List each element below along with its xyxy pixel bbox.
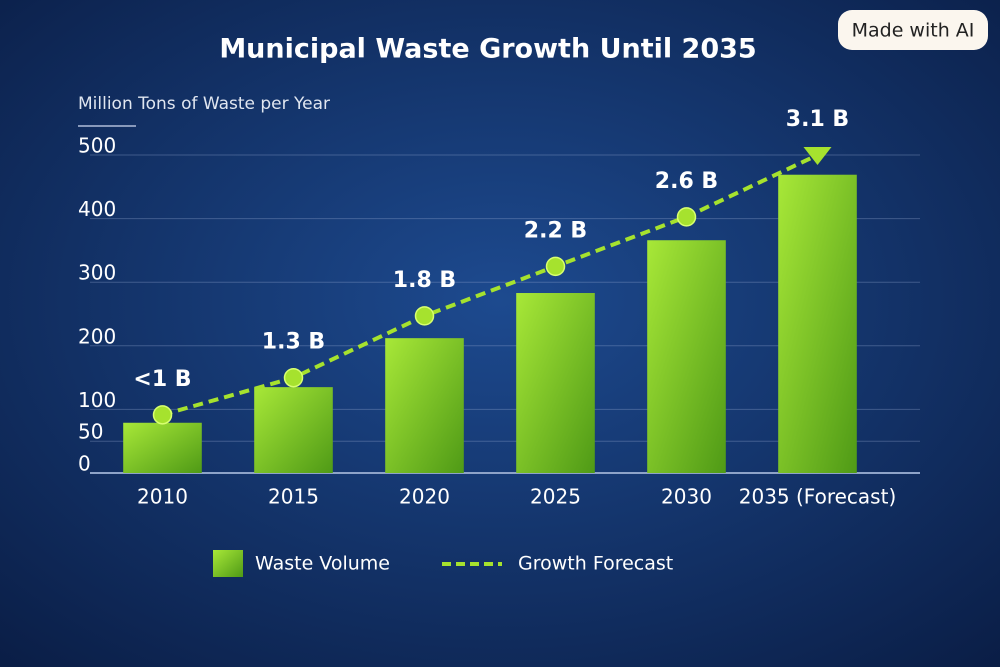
bar — [516, 293, 595, 473]
bar — [385, 338, 464, 473]
y-axis-label: Million Tons of Waste per Year — [78, 94, 330, 114]
y-tick-label: 200 — [78, 324, 116, 348]
badge-box — [838, 10, 988, 50]
bar — [778, 174, 857, 473]
point — [676, 207, 697, 227]
point — [152, 405, 173, 425]
badge: Made with AI — [852, 20, 975, 42]
y-tick-label: 100 — [78, 388, 116, 412]
y-tick-label: 500 — [78, 134, 116, 158]
data-label: 3.1 B — [786, 107, 849, 132]
point — [414, 306, 435, 326]
point — [283, 367, 304, 388]
chart-title: Municipal Waste Growth Until 2035 — [219, 34, 756, 65]
x-tick-label: 2025 — [530, 485, 581, 509]
bar — [123, 422, 202, 473]
data-label: 2.6 B — [655, 169, 718, 194]
legend-label: Waste Volume — [255, 553, 390, 575]
bar — [254, 387, 333, 473]
y-tick-label: 300 — [78, 261, 116, 285]
legend-label: Growth Forecast — [518, 553, 673, 575]
x-tick-label: 2015 — [268, 485, 319, 509]
data-label: <1 B — [133, 367, 191, 392]
y-tick-label: 50 — [78, 420, 103, 444]
bar — [647, 240, 726, 473]
point — [545, 256, 566, 277]
y-tick-label: 400 — [78, 197, 116, 221]
arrow-marker — [803, 147, 832, 165]
x-tick-label: 2020 — [399, 485, 450, 509]
legend-swatch — [213, 550, 243, 577]
y-tick-label: 0 — [78, 452, 91, 476]
x-tick-label: 2030 — [661, 485, 712, 509]
x-tick-label: 2010 — [137, 485, 188, 509]
trend-line — [161, 153, 819, 417]
data-label: 2.2 B — [524, 218, 587, 243]
data-label: 1.8 B — [393, 268, 456, 293]
data-label: 1.3 B — [262, 330, 325, 355]
x-tick-label: 2035 (Forecast) — [739, 485, 897, 509]
